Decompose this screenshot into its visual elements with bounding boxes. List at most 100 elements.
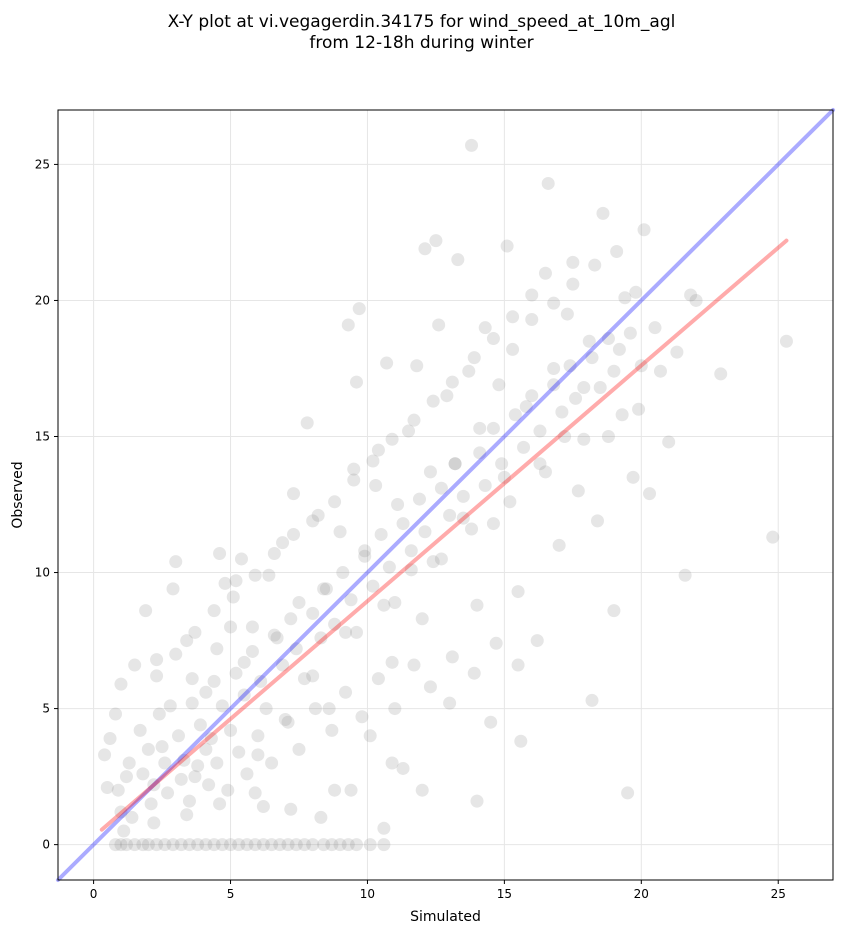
scatter-point	[465, 138, 479, 152]
scatter-point	[210, 756, 224, 770]
scatter-point	[281, 838, 295, 852]
scatter-point	[117, 824, 131, 838]
scatter-point	[155, 740, 169, 754]
y-tick-label: 15	[35, 430, 50, 444]
scatter-point	[163, 699, 177, 713]
scatter-point	[150, 838, 164, 852]
scatter-point	[128, 658, 142, 672]
scatter-point	[358, 549, 372, 563]
scatter-point	[265, 838, 279, 852]
scatter-point	[297, 672, 311, 686]
scatter-point	[369, 478, 383, 492]
scatter-point	[779, 334, 793, 348]
scatter-point	[182, 794, 196, 808]
scatter-point	[207, 674, 221, 688]
scatter-point	[415, 783, 429, 797]
scatter-point	[626, 470, 640, 484]
scatter-point	[662, 435, 676, 449]
scatter-point	[563, 359, 577, 373]
scatter-point	[410, 359, 424, 373]
scatter-point	[237, 655, 251, 669]
scatter-point	[229, 666, 243, 680]
scatter-point	[511, 585, 525, 599]
scatter-point	[637, 223, 651, 237]
scatter-point	[402, 424, 416, 438]
scatter-point	[615, 408, 629, 422]
scatter-point	[306, 838, 320, 852]
regression-line	[99, 238, 789, 832]
scatter-point	[308, 702, 322, 716]
scatter-point	[506, 342, 520, 356]
scatter-point	[714, 367, 728, 381]
scatter-point	[423, 680, 437, 694]
scatter-point	[158, 756, 172, 770]
scatter-point	[114, 838, 128, 852]
x-tick-label: 15	[497, 887, 512, 901]
scatter-point	[358, 544, 372, 558]
scatter-point	[577, 381, 591, 395]
scatter-point	[245, 644, 259, 658]
scatter-point	[590, 514, 604, 528]
scatter-point	[224, 620, 238, 634]
y-tick-label: 0	[42, 838, 50, 852]
scatter-point	[276, 536, 290, 550]
scatter-point	[144, 797, 158, 811]
scatter-point	[440, 389, 454, 403]
scatter-point	[374, 527, 388, 541]
scatter-point	[262, 568, 276, 582]
scatter-point	[339, 685, 353, 699]
scatter-point	[281, 715, 295, 729]
scatter-point	[519, 400, 533, 414]
scatter-point	[232, 838, 246, 852]
scatter-point	[500, 239, 514, 253]
scatter-point	[396, 517, 410, 531]
scatter-point	[161, 786, 175, 800]
scatter-point	[363, 838, 377, 852]
x-tick-label: 5	[227, 887, 235, 901]
scatter-point	[339, 625, 353, 639]
scatter-point	[363, 729, 377, 743]
scatter-point	[347, 473, 361, 487]
scatter-point	[678, 568, 692, 582]
scatter-point	[371, 443, 385, 457]
scatter-point	[462, 364, 476, 378]
scatter-point	[445, 650, 459, 664]
scatter-point	[306, 514, 320, 528]
scatter-point	[109, 707, 123, 721]
scatter-point	[404, 563, 418, 577]
scatter-point	[585, 693, 599, 707]
scatter-point	[344, 783, 358, 797]
scatter-point	[538, 465, 552, 479]
scatter-point	[171, 729, 185, 743]
scatter-point	[237, 688, 251, 702]
scatter-point	[596, 206, 610, 220]
scatter-point	[525, 313, 539, 327]
scatter-point	[248, 838, 262, 852]
scatter-point	[612, 342, 626, 356]
scatter-point	[514, 734, 528, 748]
scatter-point	[404, 544, 418, 558]
x-tick-label: 25	[771, 887, 786, 901]
scatter-point	[456, 511, 470, 525]
scatter-point	[426, 555, 440, 569]
scatter-point	[287, 527, 301, 541]
scatter-point	[292, 742, 306, 756]
scatter-point	[333, 525, 347, 539]
scatter-point	[558, 430, 572, 444]
scatter-point	[158, 838, 172, 852]
scatter-point	[486, 332, 500, 346]
scatter-point	[278, 712, 292, 726]
scatter-point	[169, 555, 183, 569]
scatter-point	[366, 454, 380, 468]
scatter-point	[653, 364, 667, 378]
scatter-point	[133, 723, 147, 737]
scatter-point	[456, 489, 470, 503]
scatter-point	[215, 838, 229, 852]
scatter-point	[248, 786, 262, 800]
scatter-point	[443, 508, 457, 522]
scatter-point	[319, 582, 333, 596]
scatter-point	[643, 487, 657, 501]
scatter-point	[506, 310, 520, 324]
axis-ticks: 0 5 10 15 20 25 0 5 10 15 20 25	[35, 157, 786, 901]
scatter-point	[412, 492, 426, 506]
